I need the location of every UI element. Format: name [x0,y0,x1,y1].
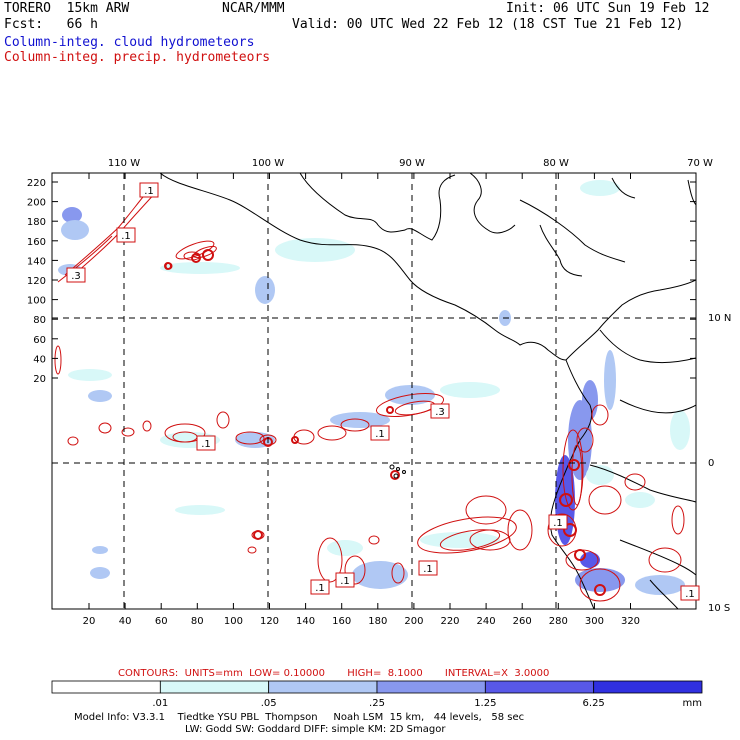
svg-text:.1: .1 [685,589,695,600]
left-tick-label: 180 [27,217,46,228]
scale-swatch [159,680,270,694]
lon-label: 70 W [687,158,713,169]
bottom-tick-label: 200 [404,616,423,627]
bottom-tick-label: 60 [155,616,168,627]
bottom-tick-label: 80 [191,616,204,627]
left-tick-label: 60 [33,335,46,346]
bottom-tick-label: 240 [477,616,496,627]
bottom-tick-label: 320 [621,616,640,627]
contour-label: .1 [196,435,216,451]
left-tick-label: 40 [33,354,46,365]
bottom-tick-label: 180 [368,616,387,627]
bottom-tick-label: 260 [513,616,532,627]
left-tick-label: 140 [27,256,46,267]
bottom-tick-label: 220 [440,616,459,627]
left-tick-label: 200 [27,198,46,209]
left-tick-label: 100 [27,296,46,307]
scale-value: .01 [152,698,168,709]
scale-value: 1.25 [474,698,496,709]
svg-text:.3: .3 [71,271,81,282]
svg-text:.3: .3 [435,407,445,418]
scale-swatch [484,680,595,694]
svg-text:.1: .1 [144,186,154,197]
model-title: TORERO 15km ARW [4,1,130,16]
left-tick-label: 160 [27,237,46,248]
bottom-tick-label: 280 [549,616,568,627]
svg-text:.1: .1 [340,576,350,587]
left-tick-label: 120 [27,276,46,287]
contour-label: .1 [116,227,136,243]
scale-swatch [376,680,486,694]
scale-swatch [51,680,161,694]
organization-label: NCAR/MMM [222,1,285,16]
svg-text:.1: .1 [375,429,385,440]
contour-label: .1 [418,560,438,576]
lat-label: 10 S [708,603,730,614]
map-frame [51,172,697,610]
svg-text:.1: .1 [201,439,211,450]
scale-unit: mm [683,698,702,709]
scale-swatch [593,680,703,694]
svg-text:.1: .1 [423,564,433,575]
scale-value: .25 [369,698,385,709]
contour-labels: .1 .1 .3 .1 .1 .3 .1 .1 .1 .1 .1 [66,182,700,601]
lon-label: 90 W [399,158,425,169]
valid-time: Valid: 00 UTC Wed 22 Feb 12 (18 CST Tue … [292,17,684,32]
contours-info: CONTOURS: UNITS=mm LOW= 0.10000 HIGH= 8.… [118,668,550,679]
scale-value: 6.25 [583,698,605,709]
svg-text:.1: .1 [121,231,131,242]
bottom-tick-label: 40 [119,616,132,627]
model-info: Model Info: V3.3.1 Tiedtke YSU PBL Thomp… [74,712,525,723]
contour-label: .1 [548,514,568,530]
lon-label: 110 W [108,158,140,169]
bottom-tick-label: 300 [585,616,604,627]
cloud-shading [58,180,690,595]
left-tick-label: 20 [33,374,46,385]
galapagos-islands [389,464,406,479]
contour-label: .1 [370,425,390,441]
contour-label: .1 [310,579,330,595]
map-gridlines [52,173,696,609]
left-tick-label: 220 [27,178,46,189]
lon-label: 80 W [543,158,569,169]
cloud-field-title: Column-integ. cloud hydrometeors [4,35,255,50]
bottom-tick-label: 160 [332,616,351,627]
precip-field-title: Column-integ. precip. hydrometeors [4,50,271,65]
bottom-tick-label: 100 [224,616,243,627]
left-tick-label: 80 [33,315,46,326]
scale-swatch [268,680,378,694]
left-ticks: 220 200 180 160 140 120 100 80 60 40 20 [27,178,696,385]
svg-text:.1: .1 [315,583,325,594]
coastlines [159,173,696,609]
contour-label: .3 [430,403,450,419]
precip-contours [54,185,685,602]
lat-label: 10 N [708,313,731,324]
forecast-hour: Fcst: 66 h [4,17,98,32]
lat-label: 0 [708,458,714,469]
contour-label: .1 [335,572,355,588]
bottom-tick-label: 140 [296,616,315,627]
bottom-tick-label: 20 [83,616,96,627]
init-time: Init: 06 UTC Sun 19 Feb 12 [506,1,710,16]
contour-label: .3 [66,267,86,283]
lon-label: 100 W [252,158,284,169]
svg-text:.1: .1 [553,518,563,529]
physics-info: LW: Godd SW: Goddard DIFF: simple KM: 2D… [185,724,446,735]
contour-label: .1 [139,182,159,198]
top-lon-ticks: 110 W 100 W 90 W 80 W 70 W 10 N 0 10 S [108,158,731,614]
bottom-ticks: 20 40 60 80 100 120 140 160 180 200 220 240 260 280 30… [83,173,640,627]
contour-label: .1 [680,585,700,601]
scale-value: .05 [261,698,277,709]
bottom-tick-label: 120 [260,616,279,627]
